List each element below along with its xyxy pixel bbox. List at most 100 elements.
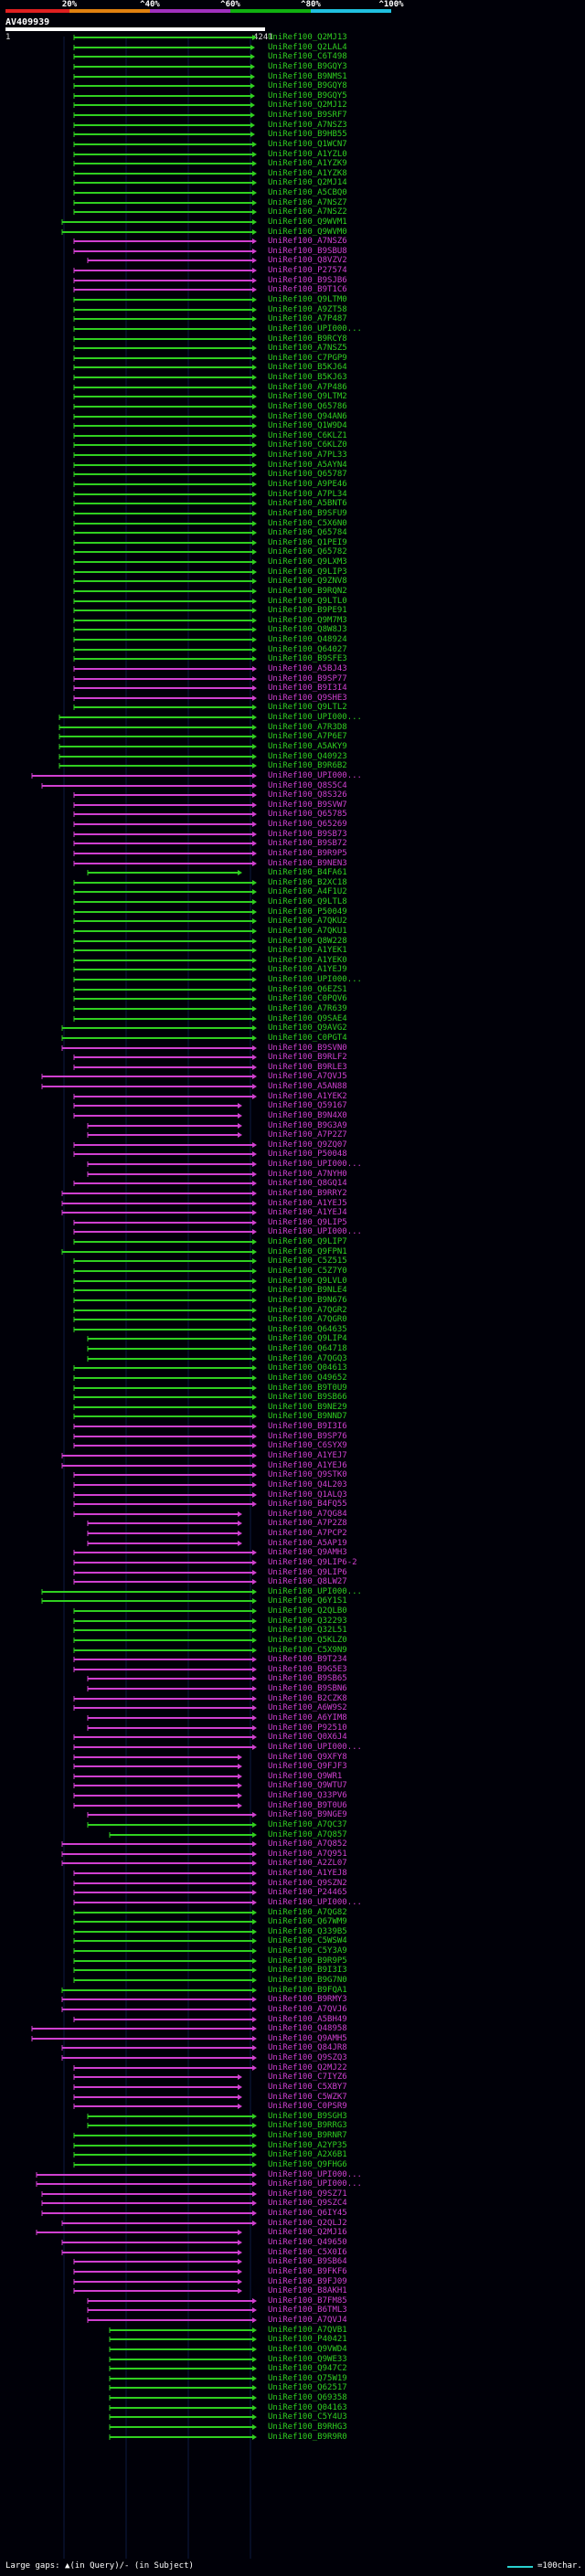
hit-link[interactable]: UniRef100_Q9VWD4 [268,2345,347,2354]
hit-link[interactable]: UniRef100_C5Z7Y0 [268,1267,347,1276]
hit-link[interactable]: UniRef100_Q64635 [268,1325,347,1334]
hit-link[interactable]: UniRef100_A7QG82 [268,1908,347,1917]
hit-link[interactable]: UniRef100_A1YEK2 [268,1092,347,1101]
hit-link[interactable]: UniRef100_Q9WTU7 [268,1781,347,1790]
hit-link[interactable]: UniRef100_A7P2Z8 [268,1519,347,1528]
hit-link[interactable]: UniRef100_B9T1C6 [268,285,347,294]
hit-link[interactable]: UniRef100_Q9LTL2 [268,703,347,712]
hit-link[interactable]: UniRef100_A7QC37 [268,1820,347,1829]
hit-link[interactable]: UniRef100_Q32L51 [268,1626,347,1635]
hit-link[interactable]: UniRef100_Q9LTM2 [268,392,347,401]
hit-link[interactable]: UniRef100_A7R3D8 [268,723,347,732]
hit-link[interactable]: UniRef100_C5XBY7 [268,2083,347,2092]
hit-link[interactable]: UniRef100_A7NSZ2 [268,207,347,217]
hit-link[interactable]: UniRef100_Q9XFY8 [268,1753,347,1762]
hit-link[interactable]: UniRef100_B9NE29 [268,1403,347,1412]
hit-link[interactable]: UniRef100_B9NLE4 [268,1286,347,1295]
hit-link[interactable]: UniRef100_A7P487 [268,314,347,323]
hit-link[interactable]: UniRef100_B9R9P5 [268,1956,347,1966]
hit-link[interactable]: UniRef100_C0PQV6 [268,994,347,1003]
hit-link[interactable]: UniRef100_A7NSZ5 [268,344,347,353]
hit-link[interactable]: UniRef100_Q947C2 [268,2364,347,2373]
hit-link[interactable]: UniRef100_Q64718 [268,1344,347,1353]
hit-link[interactable]: UniRef100_Q32293 [268,1617,347,1626]
hit-link[interactable]: UniRef100_Q2QLB0 [268,1606,347,1616]
hit-link[interactable]: UniRef100_A4F1U2 [268,887,347,896]
hit-link[interactable]: UniRef100_Q9WR1 [268,1772,343,1781]
hit-link[interactable]: UniRef100_UPI000... [268,1160,362,1169]
hit-link[interactable]: UniRef100_Q0X6J4 [268,1733,347,1742]
hit-link[interactable]: UniRef100_Q48924 [268,635,347,644]
hit-link[interactable]: UniRef100_Q6IY45 [268,2209,347,2218]
hit-link[interactable]: UniRef100_UPI000... [268,1587,362,1596]
hit-link[interactable]: UniRef100_A1YZL0 [268,150,347,159]
hit-link[interactable]: UniRef100_B9RRG3 [268,2121,347,2130]
hit-link[interactable]: UniRef100_A1YEJ9 [268,965,347,974]
hit-link[interactable]: UniRef100_UPI000... [268,1227,362,1236]
hit-link[interactable]: UniRef100_A5AP19 [268,1539,347,1548]
hit-link[interactable]: UniRef100_Q8GQ14 [268,1179,347,1188]
hit-link[interactable]: UniRef100_B9SFU9 [268,509,347,518]
hit-link[interactable]: UniRef100_Q65785 [268,810,347,819]
hit-link[interactable]: UniRef100_B4FA61 [268,868,347,877]
hit-link[interactable]: UniRef100_A9ZT58 [268,305,347,314]
hit-link[interactable]: UniRef100_UPI000... [268,2170,362,2179]
hit-link[interactable]: UniRef100_C5Y4U3 [268,2412,347,2422]
hit-link[interactable]: UniRef100_A7P486 [268,383,347,392]
hit-link[interactable]: UniRef100_A5AYN4 [268,461,347,470]
hit-link[interactable]: UniRef100_Q6EZS1 [268,985,347,994]
hit-link[interactable]: UniRef100_Q65782 [268,547,347,557]
hit-link[interactable]: UniRef100_B9FQA1 [268,1986,347,1995]
hit-link[interactable]: UniRef100_Q1WCN7 [268,140,347,149]
hit-link[interactable]: UniRef100_B9SJB6 [268,276,347,285]
hit-link[interactable]: UniRef100_Q9STK0 [268,1470,347,1479]
hit-link[interactable]: UniRef100_Q1ALQ3 [268,1490,347,1500]
hit-link[interactable]: UniRef100_Q84JR8 [268,2043,347,2052]
hit-link[interactable]: UniRef100_B9GQY3 [268,62,347,71]
hit-link[interactable]: UniRef100_Q9AMH3 [268,1548,347,1557]
hit-link[interactable]: UniRef100_B9SB65 [268,1674,347,1683]
hit-link[interactable]: UniRef100_UPI000... [268,1743,362,1752]
hit-link[interactable]: UniRef100_Q4L203 [268,1480,347,1489]
hit-link[interactable]: UniRef100_C5WSW4 [268,1936,347,1945]
hit-link[interactable]: UniRef100_C6KLZ0 [268,440,347,450]
hit-link[interactable]: UniRef100_Q9LTL0 [268,597,347,606]
hit-link[interactable]: UniRef100_Q64027 [268,645,347,654]
hit-link[interactable]: UniRef100_B9SBN6 [268,1684,347,1693]
hit-link[interactable]: UniRef100_C6SYX9 [268,1441,347,1450]
hit-link[interactable]: UniRef100_A7NSZ6 [268,237,347,246]
hit-link[interactable]: UniRef100_Q59167 [268,1101,347,1110]
hit-link[interactable]: UniRef100_B9PE91 [268,606,347,615]
hit-link[interactable]: UniRef100_Q2MJ12 [268,101,347,110]
hit-link[interactable]: UniRef100_B9I3I6 [268,1422,347,1431]
hit-link[interactable]: UniRef100_P50048 [268,1150,347,1159]
hit-link[interactable]: UniRef100_Q69358 [268,2393,347,2402]
hit-link[interactable]: UniRef100_C7IYZ6 [268,2072,347,2082]
hit-link[interactable]: UniRef100_Q49650 [268,2238,347,2247]
hit-link[interactable]: UniRef100_B9NEN3 [268,859,347,868]
hit-link[interactable]: UniRef100_P27574 [268,266,347,275]
hit-link[interactable]: UniRef100_A7Q852 [268,1839,347,1849]
hit-link[interactable]: UniRef100_C7PGP9 [268,354,347,363]
hit-link[interactable]: UniRef100_B9FJ09 [268,2277,347,2286]
hit-link[interactable]: UniRef100_A7QGR0 [268,1315,347,1324]
hit-link[interactable]: UniRef100_UPI000... [268,324,362,334]
hit-link[interactable]: UniRef100_Q65786 [268,402,347,411]
hit-link[interactable]: UniRef100_P50049 [268,907,347,917]
hit-link[interactable]: UniRef100_Q9SZQ3 [268,2053,347,2062]
hit-link[interactable]: UniRef100_B9N676 [268,1296,347,1305]
hit-link[interactable]: UniRef100_Q65784 [268,528,347,537]
hit-link[interactable]: UniRef100_B9T0U9 [268,1383,347,1393]
hit-link[interactable]: UniRef100_B5KJ64 [268,363,347,372]
hit-link[interactable]: UniRef100_Q9SAE4 [268,1014,347,1023]
hit-link[interactable]: UniRef100_B9SP77 [268,674,347,684]
hit-link[interactable]: UniRef100_B5KJ63 [268,373,347,382]
hit-link[interactable]: UniRef100_UPI000... [268,771,362,780]
hit-link[interactable]: UniRef100_Q65787 [268,470,347,479]
hit-link[interactable]: UniRef100_Q2MJ16 [268,2228,347,2237]
hit-link[interactable]: UniRef100_B9RQN2 [268,587,347,596]
hit-link[interactable]: UniRef100_B9SB72 [268,839,347,848]
hit-link[interactable]: UniRef100_B9RMY3 [268,1995,347,2004]
hit-link[interactable]: UniRef100_B9G3A9 [268,1121,347,1130]
hit-link[interactable]: UniRef100_B9RLF2 [268,1053,347,1062]
